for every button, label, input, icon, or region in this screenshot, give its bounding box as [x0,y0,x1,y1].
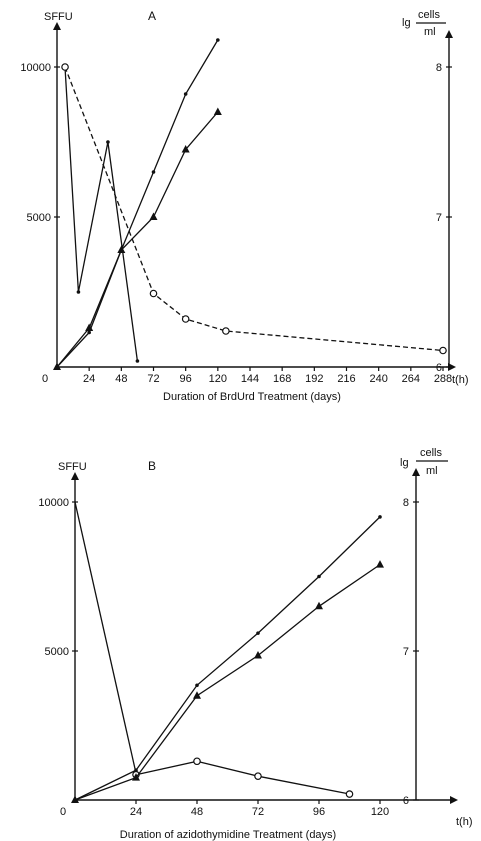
panel-b-series-3-point [315,601,323,610]
panel-a-series-1-point [181,315,190,323]
panel-a-right-axis-denominator: ml [424,26,436,38]
panel-b-right-y-tick-label: 6 [403,795,409,807]
panel-b-right-y-tick-label: 7 [403,646,409,658]
panel-b-left-y-tick-label: 10000 [38,497,69,509]
panel-a-x-tick-label: 120 [209,373,227,385]
panel-a-series-1-point [222,327,230,335]
panel-a-series-2-point [183,92,188,96]
panel-b-x-tick-label: 72 [252,806,264,818]
panel-b-series-2-point [195,683,199,688]
panel-b-x-tick-label: 96 [313,806,325,818]
panel-a-x-tick-label: 144 [241,373,259,385]
panel-a-series-0-point [106,140,110,144]
panel-a-series-1-point [61,63,69,71]
panel-b-right-y-axis-arrow [412,468,420,476]
panel-b-series-2-line [74,516,381,801]
panel-b-series-1-point [193,757,201,766]
panel-b-x-unit: t(h) [456,816,473,828]
panel-a-series-0-point [135,359,140,363]
panel-a-x-tick-label: 192 [305,373,323,385]
panel-b-x-axis-title: Duration of azidothymidine Treatment (da… [120,829,336,841]
panel-a-right-y-tick-label: 7 [436,212,442,224]
panel-b-x-tick-label: 0 [60,806,66,818]
panel-a-series-1-point [439,346,447,355]
panel-a-x-tick-label: 216 [337,373,355,385]
panel-a-x-tick-label: 264 [402,373,420,385]
panel-b-series-0-line [74,501,137,774]
panel-a-x-axis-title: Duration of BrdUrd Treatment (days) [163,391,341,403]
panel-a-right-axis-prefix: lg [402,17,411,29]
panel-b-left-y-axis-arrow [71,472,79,480]
panel-b-series-2-point [378,515,382,519]
panel-a-series-2-point [216,38,220,42]
panel-a-x-tick-label: 72 [147,373,159,385]
panel-b-right-axis-denominator: ml [426,465,438,477]
panel-a-series-3-line [56,111,219,368]
panel-b-right-axis-numerator: cells [420,447,443,459]
panel-b-series-3-point [254,650,262,659]
panel-a-x-tick-label: 48 [115,373,127,385]
panel-b-left-axis-label: SFFU [58,461,87,473]
panel-a-series-1-line [64,66,444,352]
panel-b-right-axis-prefix: lg [400,457,409,469]
panel-a-x-tick-label: 240 [369,373,387,385]
panel-a-series-3-point [53,362,61,370]
panel-b-letter: B [148,459,156,473]
panel-b-x-tick-label: 24 [130,806,142,818]
panel-a-series-2-line [56,39,219,368]
panel-b-series-1-point [254,772,262,780]
panel-a-series-0-point [76,290,81,294]
panel-a-x-tick-label: 24 [83,373,95,385]
panel-a-series-2-point [87,330,91,335]
panel-b-series-3-point [71,795,79,803]
panel-a-series-3-point [117,245,126,253]
panel-b-series-3-point [193,691,201,699]
panel-b-series-3-point [132,773,140,781]
panel-a-right-y-tick-label: 6 [436,362,442,374]
panel-b-series-3-line [74,564,381,801]
panel-a-left-y-axis-arrow [53,22,61,30]
panel-b-left-y-tick-label: 5000 [45,646,69,658]
panel-b-x-tick-label: 120 [371,806,389,818]
panel-a-right-y-tick-label: 8 [436,62,442,74]
panel-a-x-tick-label: 168 [273,373,291,385]
panel-a-series-3-point [181,145,190,153]
panel-a-series-3-point [85,323,94,331]
panel-a-left-y-tick-label: 5000 [27,212,51,224]
panel-b-series-2-point [317,574,321,579]
panel-a-series-2-point [151,170,156,174]
panel-b-right-y-tick-label: 8 [403,497,409,509]
panel-a-series-3-point [213,107,222,115]
panel-b-series-1-line [135,760,350,795]
panel-a-x-unit: t(h) [452,374,469,386]
panel-a-letter: A [148,9,156,23]
panel-b-series-1-point [345,790,354,798]
panel-b-series-2-point [256,631,260,635]
panel-a-series-0-line [64,66,139,362]
panel-a-left-y-tick-label: 10000 [20,62,51,74]
panel-a-right-axis-numerator: cells [418,9,441,21]
panel-b-x-axis-arrow [450,796,458,804]
panel-a-x-tick-label: 96 [180,373,192,385]
panel-a-right-y-axis-arrow [445,30,453,38]
panel-a-x-tick-label: 288 [434,373,452,385]
panel-b-x-tick-label: 48 [191,806,203,818]
panel-b-series-2-point [134,768,138,772]
panel-a-series-1-point [149,289,158,298]
panel-a-x-tick-label: 0 [42,373,48,385]
panel-a-left-axis-label: SFFU [44,11,73,23]
panel-b-series-3-point [376,560,384,568]
panel-a-series-3-point [149,212,158,220]
plot-layer: 0 24 48 72 96 120 144 168 192 216 240 264 2885000100… [20,22,458,818]
